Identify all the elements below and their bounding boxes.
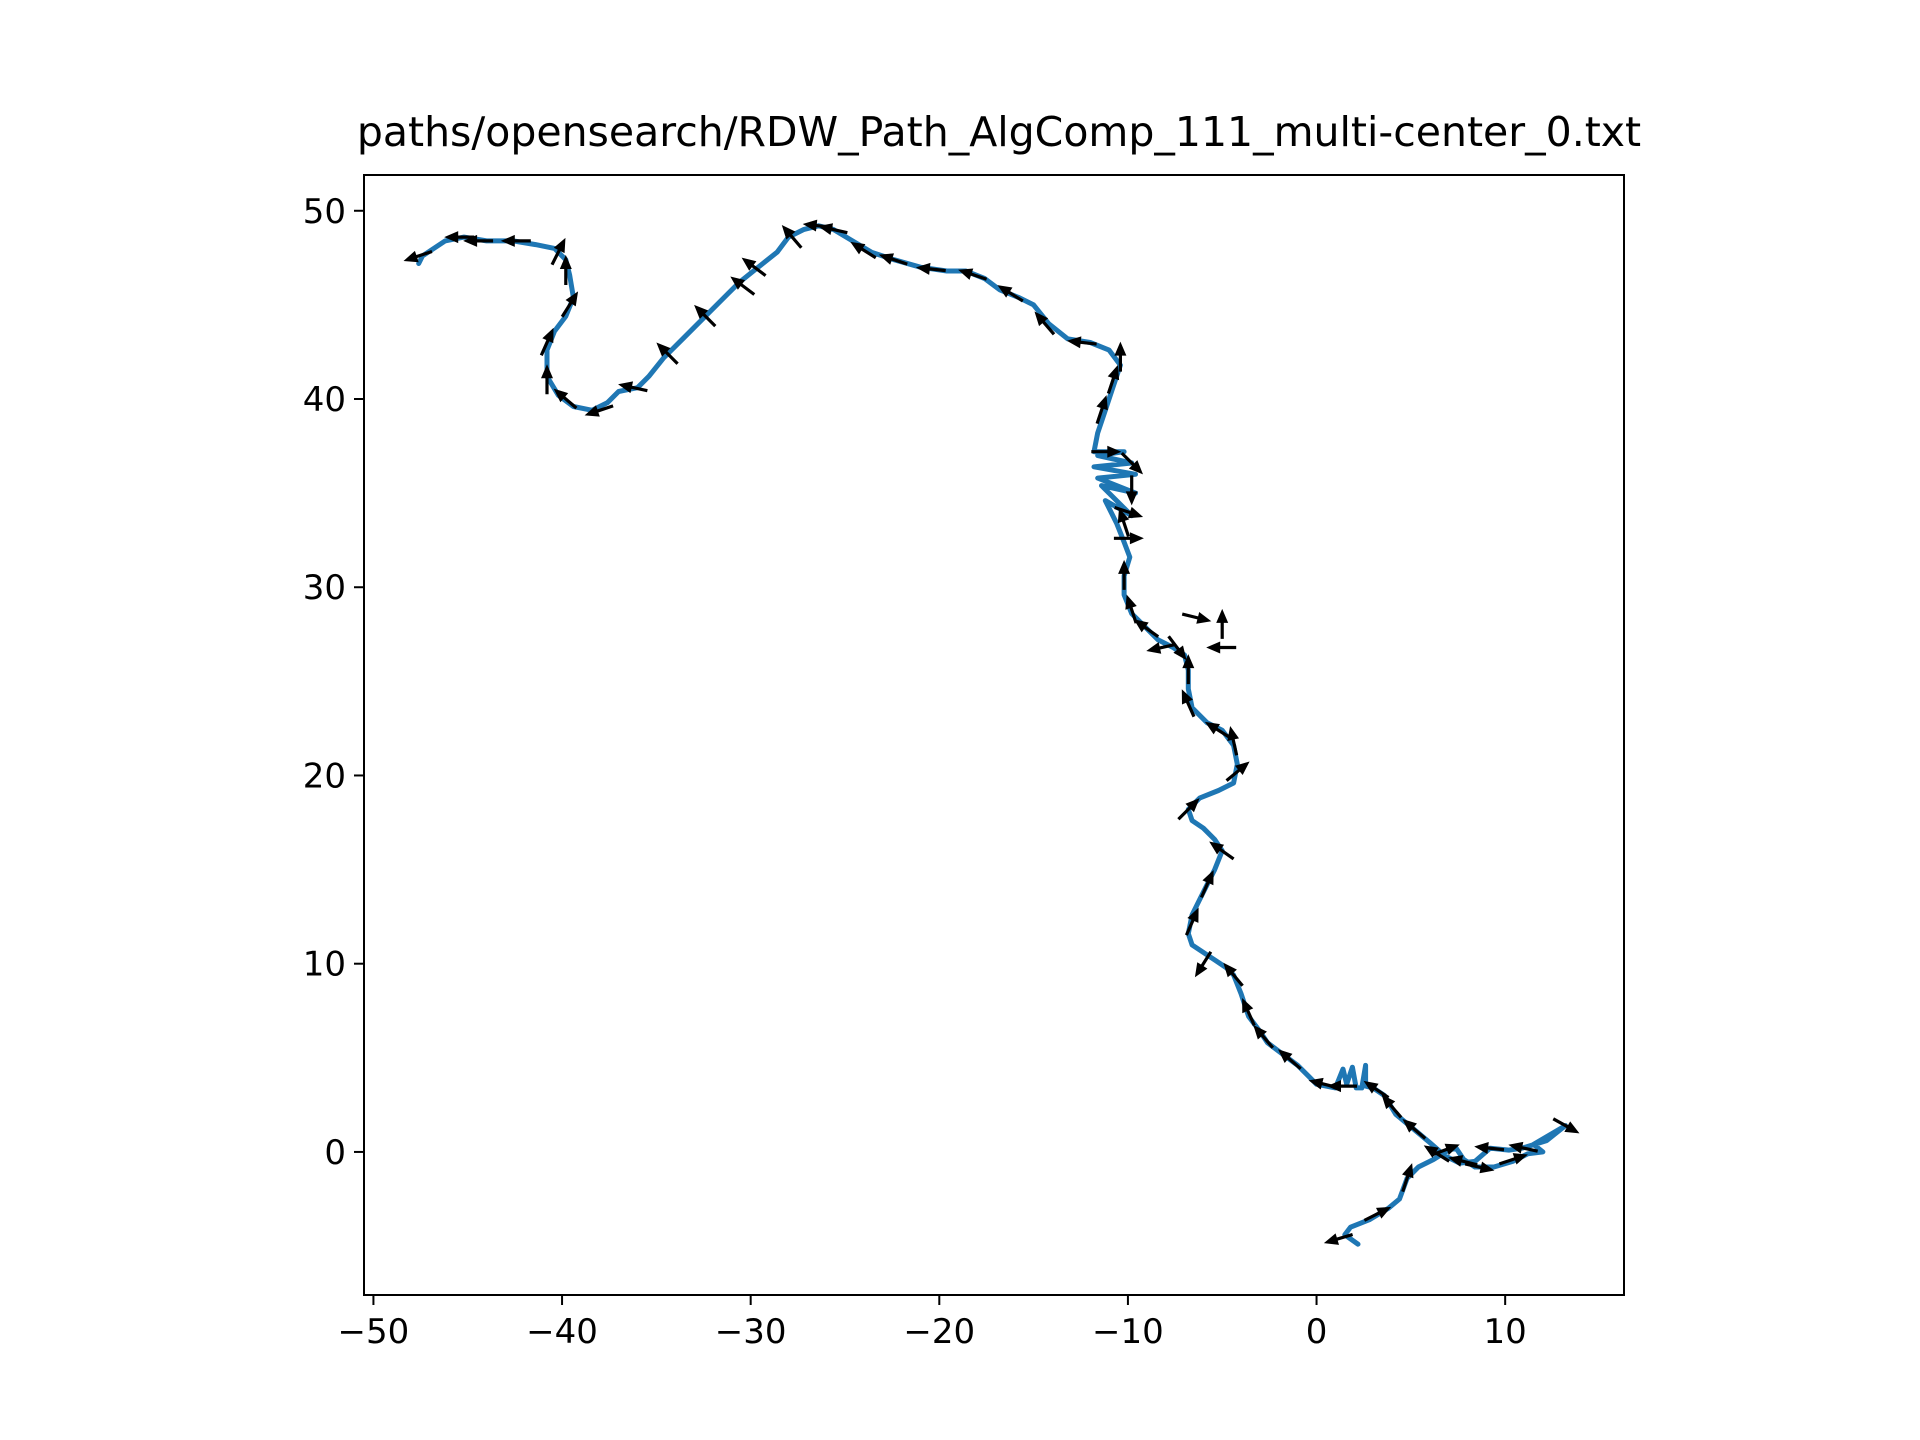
direction-arrow-66 [560, 291, 579, 318]
x-axis: −50 −40 −30 −20 −10 0 10 [338, 1295, 1527, 1352]
direction-arrow-13 [1363, 1080, 1390, 1099]
direction-arrow-64 [541, 364, 553, 395]
y-tick-label: 0 [324, 1133, 346, 1173]
direction-arrow-36 [1125, 594, 1138, 624]
direction-arrow-29 [1182, 654, 1195, 685]
direction-arrow-56 [781, 224, 803, 249]
direction-arrow-39 [1117, 508, 1131, 537]
y-tick-label: 30 [303, 568, 346, 608]
direction-arrow-61 [618, 381, 648, 394]
direction-arrow-62 [584, 404, 614, 417]
direction-arrow-27 [1204, 721, 1232, 740]
direction-arrow-48 [1034, 311, 1056, 336]
direction-arrow-35 [1133, 619, 1160, 639]
direction-arrow-41 [1125, 475, 1138, 506]
y-axis: 0 10 20 30 40 50 [303, 192, 364, 1173]
direction-arrow-55 [802, 219, 833, 232]
direction-arrow-33 [1216, 608, 1229, 639]
direction-arrow-20 [1194, 950, 1213, 978]
direction-arrow-52 [878, 253, 908, 266]
direction-arrow-43 [1091, 445, 1122, 458]
direction-arrow-72 [403, 249, 433, 263]
direction-arrow-7 [1508, 1141, 1539, 1154]
direction-arrow-50 [958, 268, 988, 281]
direction-arrow-67 [559, 255, 572, 285]
direction-arrow-14 [1327, 1080, 1357, 1093]
y-tick-label: 20 [303, 756, 346, 796]
direction-arrow-37 [1118, 559, 1131, 590]
direction-arrow-30 [1167, 635, 1187, 661]
direction-arrow-38 [1113, 532, 1144, 545]
y-tick-label: 50 [303, 192, 346, 232]
direction-arrow-6 [1552, 1117, 1580, 1134]
x-tick-label: 10 [1484, 1312, 1527, 1352]
y-tick-label: 40 [303, 380, 346, 420]
direction-arrow-5 [1498, 1153, 1528, 1166]
direction-arrow-60 [656, 342, 679, 365]
direction-arrow-15 [1308, 1077, 1339, 1090]
direction-arrow-17 [1253, 1024, 1275, 1049]
direction-arrow-40 [1114, 505, 1144, 519]
x-tick-label: −40 [526, 1312, 598, 1352]
direction-arrow-25 [1225, 761, 1250, 782]
direction-arrow-47 [1066, 336, 1097, 349]
x-tick-label: 0 [1306, 1312, 1328, 1352]
x-tick-label: −10 [1092, 1312, 1164, 1352]
plot-frame [363, 174, 1625, 1296]
direction-arrow-45 [1106, 365, 1120, 394]
direction-arrow-16 [1277, 1049, 1302, 1071]
direction-arrow-49 [997, 285, 1024, 303]
direction-arrow-9 [1448, 1155, 1478, 1167]
direction-arrow-71 [444, 231, 475, 244]
y-tick-label: 10 [303, 945, 346, 985]
x-tick-label: −20 [903, 1312, 975, 1352]
direction-arrow-46 [1114, 341, 1127, 372]
axes: −50 −40 −30 −20 −10 0 10 0 10 20 30 40 50 [303, 174, 1625, 1352]
direction-arrow-18 [1242, 997, 1256, 1027]
direction-arrow-53 [850, 241, 877, 260]
direction-arrow-0 [1323, 1232, 1354, 1245]
direction-arrow-12 [1381, 1094, 1403, 1119]
direction-arrow-44 [1095, 395, 1108, 425]
direction-arrow-26 [1227, 725, 1240, 756]
direction-arrow-19 [1223, 962, 1244, 987]
direction-arrow-23 [1209, 841, 1235, 861]
direction-arrow-32 [1206, 641, 1237, 654]
direction-arrow-22 [1199, 869, 1214, 899]
direction-arrow-31 [1146, 642, 1176, 654]
direction-arrow-8 [1474, 1142, 1505, 1154]
direction-arrow-68 [550, 237, 566, 266]
direction-arrow-24 [1177, 798, 1200, 821]
direction-arrow-57 [741, 257, 767, 277]
direction-arrow-1 [1363, 1206, 1392, 1222]
direction-arrow-2 [1401, 1163, 1414, 1193]
direction-arrow-28 [1181, 689, 1196, 718]
direction-arrow-34 [1181, 612, 1212, 624]
direction-arrow-11 [1402, 1118, 1427, 1140]
direction-arrow-63 [553, 388, 578, 410]
direction-arrow-51 [915, 262, 946, 275]
direction-arrow-58 [730, 276, 756, 296]
direction-arrow-65 [539, 327, 554, 356]
direction-arrow-69 [500, 234, 531, 247]
direction-arrow-59 [694, 304, 717, 328]
arrow-layer [403, 219, 1580, 1245]
x-tick-label: −30 [715, 1312, 787, 1352]
direction-arrow-42 [1120, 451, 1144, 475]
direction-arrow-21 [1184, 907, 1199, 936]
x-tick-label: −50 [338, 1312, 410, 1352]
direction-arrow-10 [1423, 1145, 1451, 1163]
chart-title: paths/opensearch/RDW_Path_AlgComp_111_mu… [357, 108, 1641, 156]
